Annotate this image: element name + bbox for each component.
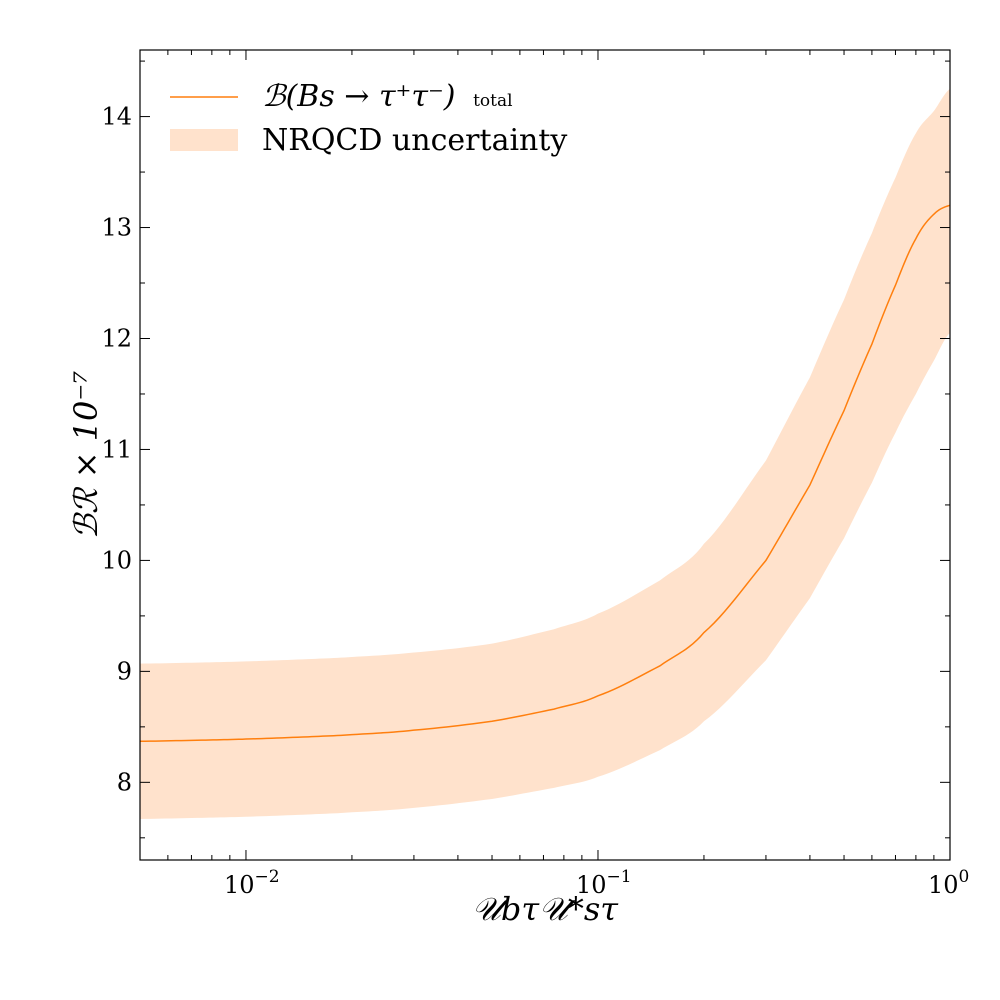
y-tick-label: 8	[117, 768, 132, 796]
y-tick-label: 14	[101, 103, 132, 131]
legend-line-label: ℬ(Bs → τ⁺τ⁻) total	[262, 79, 513, 114]
y-axis-label: ℬℛ × 10⁻⁷	[67, 371, 105, 539]
tick-labels: 8 9 10 11 12 13 14 10−2 10−1 100	[101, 103, 969, 899]
x-tick-label: 10−1	[576, 867, 632, 899]
y-tick-label: 10	[101, 546, 132, 574]
legend-line-sub: total	[473, 91, 512, 111]
legend-band-swatch	[170, 129, 238, 151]
legend: ℬ(Bs → τ⁺τ⁻) total NRQCD uncertainty	[170, 79, 567, 158]
x-tick-label: 100	[928, 867, 969, 899]
x-axis-label: 𝒰bτ𝒰*sτ	[472, 890, 619, 928]
legend-line-main: ℬ(Bs → τ⁺τ⁻)	[262, 79, 456, 114]
series-line-total	[140, 204, 950, 743]
band-layer	[140, 88, 950, 819]
legend-band-label: NRQCD uncertainty	[262, 123, 567, 158]
y-tick-label: 9	[117, 657, 132, 685]
y-tick-label: 12	[101, 324, 132, 352]
line-layer	[140, 204, 950, 743]
y-tick-label: 11	[101, 435, 132, 463]
plot-frame	[139, 49, 951, 861]
uncertainty-band	[140, 88, 950, 819]
y-tick-label: 13	[101, 214, 132, 242]
plot-area	[140, 88, 950, 819]
ticks-layer	[139, 50, 951, 860]
x-tick-label: 10−2	[224, 867, 280, 899]
